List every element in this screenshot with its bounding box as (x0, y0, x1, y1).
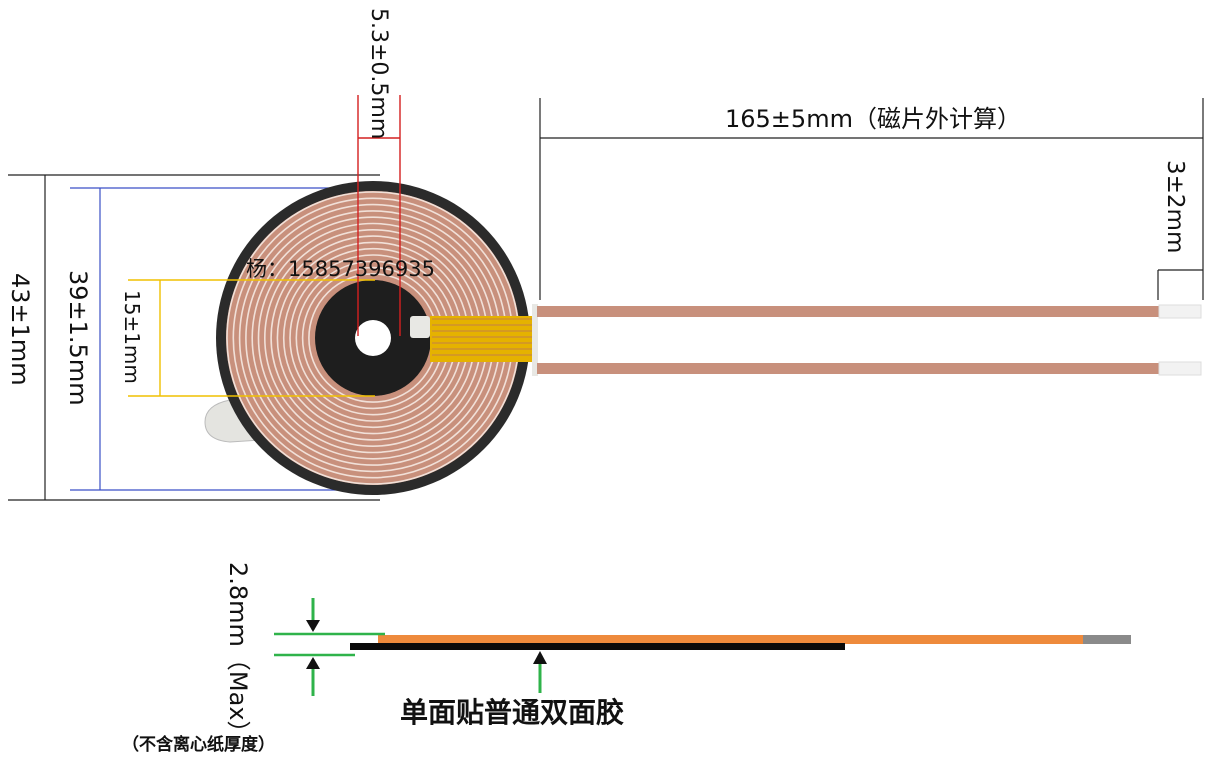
inner-wire-tab (410, 316, 430, 338)
orange-layer (378, 635, 1085, 644)
coil-diameter-label: 39±1.5mm (64, 270, 92, 406)
grey-lead-end (1083, 635, 1131, 644)
tape-arrow (533, 651, 547, 664)
lead-length-label: 165±5mm（磁片外计算） (725, 105, 1021, 133)
outer-diameter-label: 43±1mm (6, 273, 34, 386)
paper-note-label: （不含离心纸厚度） (122, 734, 275, 755)
lead-strip-label: 3±2mm (1162, 160, 1188, 253)
coil-center (315, 280, 431, 396)
kapton-tape (430, 316, 535, 362)
hole-dimension-lines (357, 95, 401, 336)
lead-length-lines (539, 98, 1204, 300)
outer-dimension-lines (8, 174, 380, 501)
inner-diameter-label: 15±1mm (120, 290, 144, 384)
thickness-arrow-bottom (306, 657, 320, 669)
thickness-label: 2.8mm（Max） (224, 562, 252, 745)
lead-tip-bottom (1158, 361, 1202, 376)
tape-label: 单面贴普通双面胶 (400, 696, 624, 729)
inner-hole-label: 5.3±0.5mm (366, 8, 391, 139)
lead-wire-bottom (537, 363, 1159, 374)
lead-wire-top (537, 306, 1159, 317)
adhesive-layer (350, 643, 845, 650)
lead-wires (532, 304, 1202, 376)
center-hole (355, 320, 391, 356)
side-view (274, 598, 1131, 696)
thickness-arrow-top (306, 620, 320, 632)
inner-diameter-lines (128, 279, 375, 397)
contact-label: 杨：15857396935 (246, 257, 435, 281)
lead-tip-top (1158, 304, 1202, 319)
